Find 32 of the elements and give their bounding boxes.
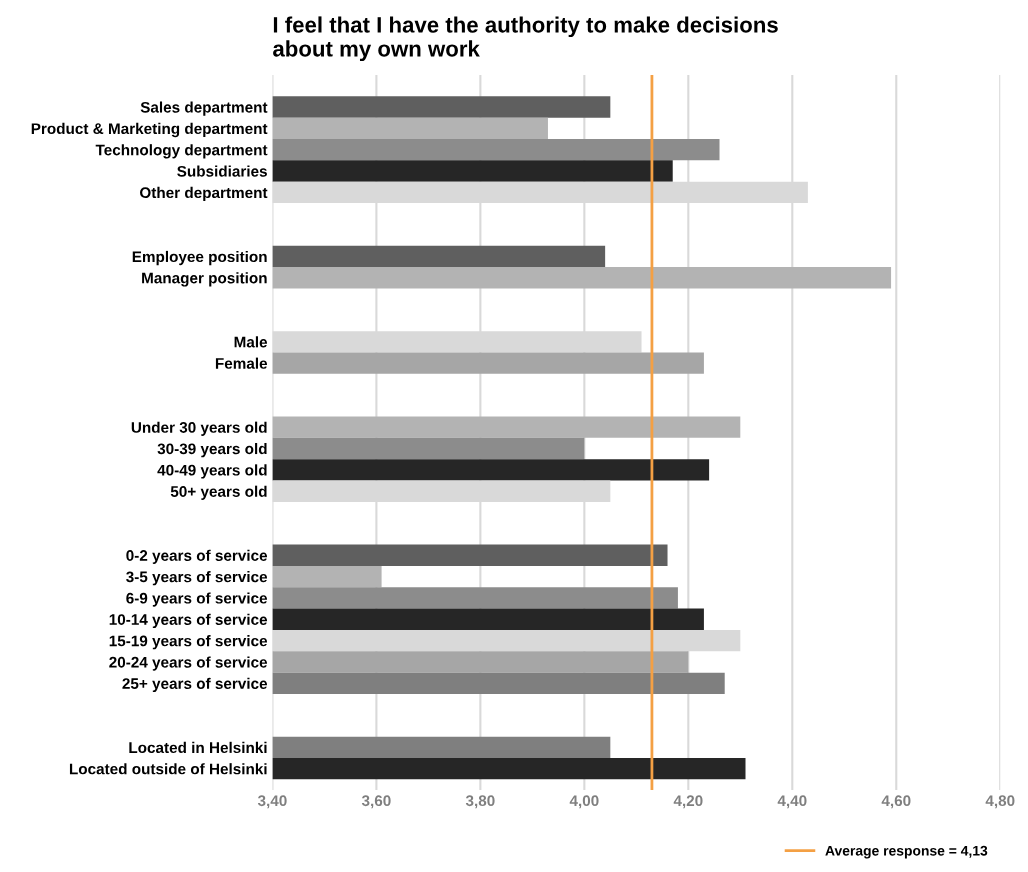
y-tick-label: Manager position [142,272,267,287]
y-tick-label: 6-9 years of service [126,592,268,607]
y-tick-label: Employee position [132,250,267,266]
y-tick-label: Sales department [140,101,268,116]
x-tick-label: 4,80 [985,795,1015,809]
y-tick-label: Subsidiaries [177,165,267,177]
y-tick-label: Technology department [95,144,268,159]
x-tick-label: 4,60 [881,795,911,809]
x-tick-label: 4,20 [673,795,703,809]
x-tick-label: 3,60 [361,795,391,809]
y-tick-label: 0-2 years of service [126,549,268,564]
x-tick-label: 4,40 [777,795,807,809]
y-tick-label: 50+ years old [170,485,267,500]
y-tick-label: 40-49 years old [157,464,267,479]
y-tick-label: Product & Marketing department [31,122,268,138]
y-tick-label: Located in Helsinki [129,741,267,754]
y-tick-label: Under 30 years old [131,421,267,436]
y-tick-label: Other department [140,186,268,202]
x-tick-label: 3,80 [465,795,495,809]
x-tick-label: 3,40 [257,795,287,809]
legend-label: Average response = 4,13 [825,845,988,859]
y-tick-label: 15-19 years of service [109,635,268,650]
y-tick-label: 30-39 years old [157,442,267,458]
y-tick-label: 20-24 years of service [109,656,268,671]
y-tick-label: 3-5 years of service [126,571,268,586]
chart-title: I feel that I have the authority to make decisions about my own work [273,16,778,62]
y-tick-label: Located outside of Helsinki [69,763,267,775]
y-tick-label: 10-14 years of service [109,613,268,628]
y-tick-label: 25+ years of service [122,677,268,693]
y-tick-label: Male [234,336,268,348]
y-tick-label: Female [215,357,268,369]
x-tick-label: 4,00 [569,795,599,809]
